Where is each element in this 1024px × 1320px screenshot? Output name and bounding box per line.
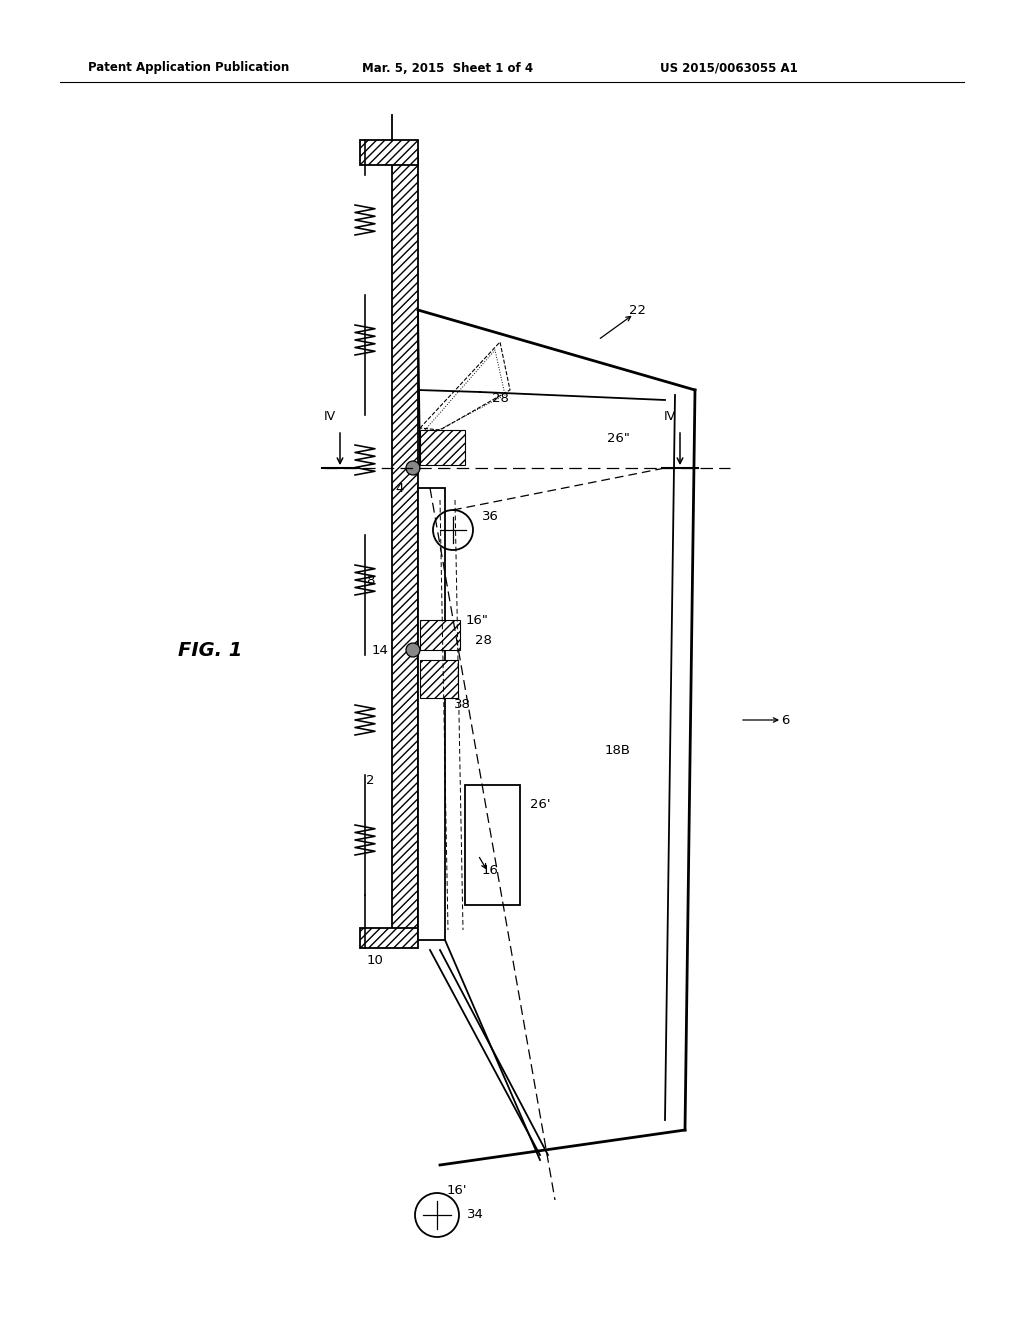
Text: 2: 2 <box>366 774 374 787</box>
Text: Patent Application Publication: Patent Application Publication <box>88 62 289 74</box>
Text: 38: 38 <box>454 698 470 711</box>
Bar <box>392 153 418 940</box>
Text: 28: 28 <box>474 634 492 647</box>
Circle shape <box>406 643 420 657</box>
Text: 36: 36 <box>481 511 499 524</box>
Text: 16: 16 <box>481 863 499 876</box>
Text: Mar. 5, 2015  Sheet 1 of 4: Mar. 5, 2015 Sheet 1 of 4 <box>362 62 534 74</box>
Text: 34: 34 <box>467 1209 483 1221</box>
Text: 16": 16" <box>466 614 488 627</box>
Bar <box>420 430 465 465</box>
Text: US 2015/0063055 A1: US 2015/0063055 A1 <box>660 62 798 74</box>
Bar <box>360 928 418 948</box>
Text: IV: IV <box>664 409 676 422</box>
Circle shape <box>406 461 420 475</box>
Text: 16': 16' <box>446 1184 467 1196</box>
Bar <box>420 660 458 698</box>
Text: 4: 4 <box>396 482 404 495</box>
Bar <box>465 785 520 906</box>
Text: 18B: 18B <box>605 743 631 756</box>
Bar <box>420 620 460 649</box>
Text: 28: 28 <box>492 392 509 404</box>
Text: 14: 14 <box>372 644 388 656</box>
Text: 8: 8 <box>366 573 374 586</box>
Bar <box>360 140 418 165</box>
Text: IV: IV <box>324 409 336 422</box>
Text: 6: 6 <box>781 714 790 726</box>
Text: 10: 10 <box>367 953 383 966</box>
Bar <box>418 488 445 940</box>
Text: 22: 22 <box>630 304 646 317</box>
Text: 26': 26' <box>529 799 550 812</box>
Text: FIG. 1: FIG. 1 <box>178 640 243 660</box>
Text: 26": 26" <box>606 432 630 445</box>
